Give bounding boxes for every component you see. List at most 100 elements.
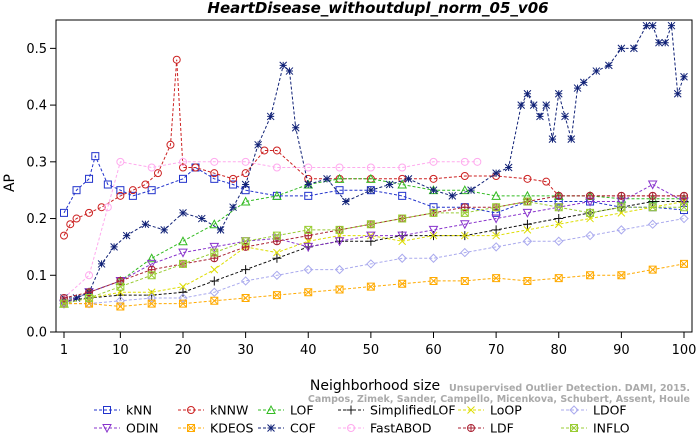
data-point-odin bbox=[491, 214, 501, 224]
data-point-kdeos bbox=[210, 296, 219, 305]
legend-marker-lof bbox=[266, 404, 276, 414]
legend-label-kdeos: KDEOS bbox=[210, 421, 254, 434]
data-point-knn bbox=[210, 174, 219, 183]
data-point-cof bbox=[579, 78, 588, 87]
data-point-kdeos bbox=[147, 299, 156, 308]
data-point-loop bbox=[429, 231, 438, 240]
data-point-fastabod bbox=[335, 163, 344, 172]
data-point-cof bbox=[467, 186, 475, 195]
data-point-knnw bbox=[141, 180, 150, 189]
legend-marker-inflo bbox=[570, 424, 578, 432]
data-point-fastabod bbox=[366, 163, 375, 172]
data-point-fastabod bbox=[398, 163, 407, 172]
credit-line-2: Campos, Zimek, Sander, Campello, Micenko… bbox=[308, 394, 690, 405]
data-point-knnw bbox=[460, 172, 469, 180]
data-point-knn bbox=[128, 191, 137, 200]
data-point-knnw bbox=[429, 174, 438, 183]
data-point-knnw bbox=[191, 163, 200, 172]
data-point-lof bbox=[397, 179, 408, 189]
plot-area: 0.0 0.1 0.2 0.3 0.4 0.5 1 10 20 30 40 50 60 70 80 90 100 bbox=[26, 19, 696, 358]
data-point-knnw bbox=[85, 208, 94, 217]
legend-item-lof: LOF bbox=[258, 403, 314, 418]
data-point-knn bbox=[116, 186, 125, 195]
data-point-knn bbox=[85, 174, 94, 183]
legend-marker-simplifiedlof bbox=[346, 405, 356, 415]
data-point-odin bbox=[459, 220, 470, 230]
data-point-lof bbox=[459, 185, 470, 195]
y-axis-label: AP bbox=[2, 174, 18, 192]
data-point-knnw bbox=[272, 146, 281, 155]
legend-marker-knn bbox=[103, 406, 111, 414]
data-point-cof bbox=[367, 186, 375, 195]
x-axis-label: Neighborhood size bbox=[310, 378, 440, 394]
data-point-fastabod bbox=[85, 271, 94, 280]
data-point-knnw bbox=[166, 140, 175, 149]
legend: kNN kNNW LOF SimplifiedLOF LoOP LDOF ODIN KDEOS… bbox=[94, 403, 630, 434]
data-point-cof bbox=[573, 84, 582, 92]
data-point-loop bbox=[210, 265, 219, 274]
data-point-inflo bbox=[492, 203, 501, 212]
chart-title: HeartDisease_withoutdupl_norm_05_v06 bbox=[207, 0, 548, 17]
data-point-cof bbox=[604, 61, 613, 70]
data-point-simplifiedlof bbox=[241, 265, 251, 275]
data-point-simplifiedlof bbox=[209, 276, 219, 286]
data-point-simplifiedlof bbox=[272, 253, 282, 263]
data-point-kdeos bbox=[554, 274, 563, 283]
data-point-ldof bbox=[397, 253, 407, 263]
legend-item-knnw: kNNW bbox=[178, 403, 248, 418]
y-tick-label: 0.1 bbox=[26, 269, 47, 284]
data-point-inflo bbox=[85, 293, 94, 302]
data-point-knn bbox=[398, 191, 407, 200]
data-point-inflo bbox=[116, 282, 125, 291]
data-point-odin bbox=[303, 242, 314, 252]
data-point-inflo bbox=[398, 214, 407, 223]
series-line-odin bbox=[63, 183, 685, 305]
legend-item-simplifiedlof: SimplifiedLOF bbox=[338, 403, 456, 418]
data-point-knnw bbox=[66, 220, 75, 229]
data-point-simplifiedlof bbox=[522, 219, 532, 229]
data-point-simplifiedlof bbox=[366, 236, 376, 246]
x-tick-label: 70 bbox=[488, 343, 505, 358]
legend-marker-knnw bbox=[187, 406, 195, 414]
data-point-cof bbox=[179, 209, 187, 217]
data-point-fastabod bbox=[304, 163, 313, 172]
data-point-cof bbox=[160, 226, 169, 234]
data-point-fastabod bbox=[147, 163, 156, 172]
legend-label-simplifiedlof: SimplifiedLOF bbox=[370, 403, 456, 418]
data-point-cof bbox=[529, 101, 538, 109]
legend-label-ldf: LDF bbox=[490, 421, 514, 434]
legend-item-fastabod: FastABOD bbox=[338, 421, 432, 434]
series-line-ldof bbox=[64, 218, 685, 305]
data-point-ldf bbox=[680, 191, 689, 200]
data-point-inflo bbox=[554, 203, 563, 212]
data-point-ldof bbox=[146, 293, 157, 303]
data-point-knn bbox=[91, 152, 100, 161]
legend-label-knn: kNN bbox=[126, 403, 152, 418]
data-point-cof bbox=[523, 89, 532, 98]
data-point-loop bbox=[492, 231, 500, 240]
data-point-odin bbox=[647, 180, 658, 190]
data-point-cof bbox=[642, 21, 651, 30]
data-point-kdeos bbox=[648, 265, 657, 274]
data-point-kdeos bbox=[272, 291, 281, 300]
data-point-ldf bbox=[648, 191, 657, 200]
series-line-inflo bbox=[63, 200, 684, 305]
legend-item-odin: ODIN bbox=[94, 421, 159, 434]
data-point-ldof bbox=[554, 236, 564, 246]
data-point-cof bbox=[617, 44, 626, 53]
legend-item-ldf: LDF bbox=[458, 421, 514, 434]
plot-frame bbox=[55, 19, 693, 333]
data-point-inflo bbox=[366, 220, 375, 229]
data-point-lof bbox=[366, 173, 376, 183]
legend-marker-kdeos bbox=[187, 424, 195, 432]
data-point-ldof bbox=[679, 213, 689, 224]
data-point-lof bbox=[209, 219, 220, 229]
data-point-odin bbox=[334, 237, 345, 247]
data-point-ldof bbox=[366, 259, 376, 269]
data-point-knnw bbox=[97, 203, 106, 212]
data-point-inflo bbox=[335, 225, 344, 234]
data-point-cof bbox=[542, 101, 551, 109]
data-point-fastabod bbox=[272, 163, 281, 172]
data-point-knnw bbox=[153, 169, 162, 178]
data-point-loop bbox=[179, 282, 187, 291]
